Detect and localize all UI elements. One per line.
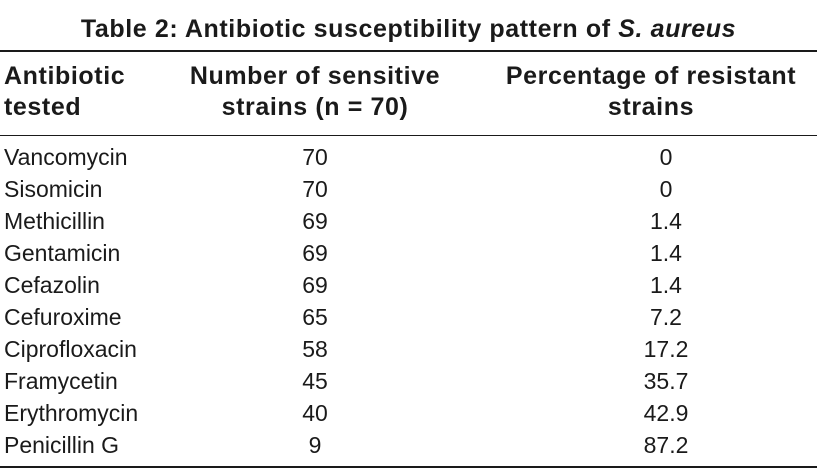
sensitive-count-cell: 58 — [302, 336, 328, 362]
sensitive-count-cell: 70 — [302, 144, 328, 170]
table-row: Cefazolin 69 1.4 — [0, 269, 817, 301]
table-row: Framycetin 45 35.7 — [0, 365, 817, 397]
resistant-percent-cell: 42.9 — [643, 400, 689, 426]
resistant-percent-cell: 35.7 — [643, 368, 689, 394]
antibiotic-cell: Framycetin — [4, 368, 118, 394]
table-title-species: S. aureus — [618, 15, 737, 43]
header-antibiotic: Antibiotic tested — [4, 61, 125, 123]
table-row: Erythromycin 40 42.9 — [0, 397, 817, 429]
antibiotic-cell: Erythromycin — [4, 400, 139, 426]
sensitive-count-cell: 69 — [302, 208, 328, 234]
header-rule — [0, 135, 817, 136]
header-resistant-line-1: Percentage of resistant — [505, 62, 797, 90]
antibiotic-cell: Ciprofloxacin — [4, 336, 137, 362]
header-resistant-line-2: strains — [607, 93, 695, 121]
header-antibiotic-line-2: tested — [4, 93, 82, 121]
sensitive-count-cell: 9 — [308, 432, 322, 458]
table-title: Table 2: Antibiotic susceptibility patte… — [0, 14, 817, 44]
resistant-percent-cell: 7.2 — [650, 304, 682, 330]
antibiotic-cell: Cefuroxime — [4, 304, 122, 330]
resistant-percent-cell: 1.4 — [650, 240, 682, 266]
table-row: Methicillin 69 1.4 — [0, 205, 817, 237]
header-sensitive-line-2: strains (n = 70) — [221, 93, 409, 121]
header-sensitive: Number of sensitive strains (n = 70) — [166, 61, 464, 123]
sensitive-count-cell: 69 — [302, 272, 328, 298]
table-row: Cefuroxime 65 7.2 — [0, 301, 817, 333]
resistant-percent-cell: 17.2 — [643, 336, 689, 362]
sensitive-count-cell: 69 — [302, 240, 328, 266]
table-row: Penicillin G 9 87.2 — [0, 429, 817, 461]
resistant-percent-cell: 1.4 — [650, 208, 682, 234]
antibiotic-cell: Cefazolin — [4, 272, 100, 298]
sensitive-count-cell: 40 — [302, 400, 328, 426]
header-resistant: Percentage of resistant strains — [478, 61, 817, 123]
antibiotic-cell: Sisomicin — [4, 176, 103, 202]
antibiotic-cell: Penicillin G — [4, 432, 120, 458]
antibiotic-cell: Gentamicin — [4, 240, 121, 266]
antibiotic-cell: Vancomycin — [4, 144, 128, 170]
top-rule — [0, 50, 817, 52]
resistant-percent-cell: 0 — [659, 176, 673, 202]
antibiotic-cell: Methicillin — [4, 208, 105, 234]
table-row: Vancomycin 70 0 — [0, 141, 817, 173]
resistant-percent-cell: 1.4 — [650, 272, 682, 298]
resistant-percent-cell: 0 — [659, 144, 673, 170]
table-row: Sisomicin 70 0 — [0, 173, 817, 205]
sensitive-count-cell: 65 — [302, 304, 328, 330]
table-row: Ciprofloxacin 58 17.2 — [0, 333, 817, 365]
sensitive-count-cell: 45 — [302, 368, 328, 394]
table-body: Vancomycin 70 0 Sisomicin 70 0 Methicill… — [0, 141, 817, 461]
resistant-percent-cell: 87.2 — [643, 432, 689, 458]
header-antibiotic-line-1: Antibiotic — [4, 62, 126, 90]
header-sensitive-line-1: Number of sensitive — [189, 62, 441, 90]
bottom-rule — [0, 466, 817, 468]
table-row: Gentamicin 69 1.4 — [0, 237, 817, 269]
table-title-prefix: Table 2: Antibiotic susceptibility patte… — [80, 15, 619, 43]
sensitive-count-cell: 70 — [302, 176, 328, 202]
